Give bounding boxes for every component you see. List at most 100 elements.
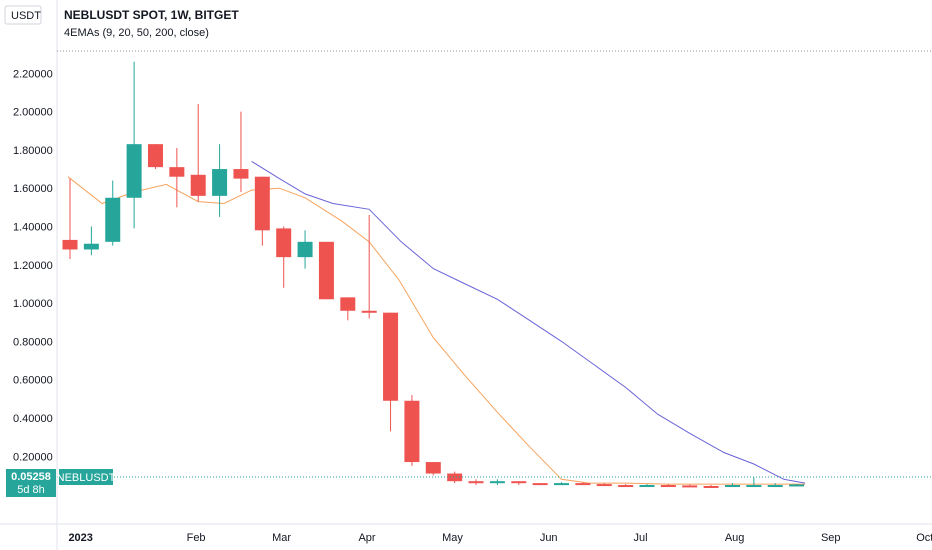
x-tick-label-9: Oct	[916, 532, 932, 544]
y-tick-label-8: 0.60000	[13, 375, 53, 387]
candle-22[interactable]	[532, 483, 548, 486]
x-tick-labels: 2023 Feb Mar Apr May Jun Jul Aug Sep Oct	[68, 532, 932, 544]
candle-body	[233, 169, 249, 179]
candle-body	[62, 239, 78, 250]
candle-31[interactable]	[724, 483, 740, 488]
candle-body	[767, 485, 783, 488]
candle-19[interactable]	[468, 479, 484, 486]
candle-1[interactable]	[83, 226, 99, 256]
candle-33[interactable]	[767, 483, 783, 488]
candle-body	[532, 483, 548, 486]
candle-28[interactable]	[660, 484, 676, 488]
candle-5[interactable]	[169, 147, 185, 208]
candle-body	[404, 400, 420, 463]
candle-17[interactable]	[425, 462, 441, 476]
candle-body	[190, 174, 206, 196]
y-tick-label-4: 1.40000	[13, 222, 53, 234]
candle-3[interactable]	[126, 61, 142, 229]
x-tick-label-8: Sep	[821, 532, 841, 544]
y-tick-label-5: 1.20000	[13, 260, 53, 272]
candle-body	[746, 485, 762, 488]
candle-7[interactable]	[212, 144, 228, 217]
candle-15[interactable]	[383, 312, 399, 432]
symbol-tag-box	[59, 469, 113, 485]
candle-body	[468, 481, 484, 484]
candle-body	[105, 197, 121, 242]
candle-14[interactable]	[361, 215, 377, 319]
candle-4[interactable]	[147, 144, 163, 170]
x-tick-label-2: Mar	[272, 532, 291, 544]
y-tick-label-9: 0.40000	[13, 413, 53, 425]
candle-10[interactable]	[276, 226, 292, 288]
candle-body	[318, 241, 334, 300]
candle-25[interactable]	[596, 483, 612, 487]
candle-body	[361, 310, 377, 313]
y-tick-label-2: 1.80000	[13, 145, 53, 157]
candle-body	[489, 481, 505, 484]
candle-24[interactable]	[575, 482, 591, 486]
candle-13[interactable]	[340, 297, 356, 321]
candle-body	[425, 462, 441, 474]
candle-18[interactable]	[447, 471, 463, 484]
candle-body	[511, 481, 527, 484]
candle-body	[618, 485, 634, 488]
candle-26[interactable]	[618, 484, 634, 488]
candle-body	[212, 169, 228, 196]
price-tag-box	[6, 469, 56, 497]
candle-16[interactable]	[404, 395, 420, 466]
candle-0[interactable]	[62, 178, 78, 260]
candle-9[interactable]	[254, 176, 270, 246]
candle-body	[340, 297, 356, 311]
candle-8[interactable]	[233, 111, 249, 193]
x-tick-label-4: May	[442, 532, 463, 544]
y-tick-label-0: 2.20000	[13, 68, 53, 80]
y-tick-labels: 2.20000 2.00000 1.80000 1.60000 1.40000 1.200…	[13, 68, 53, 463]
candle-27[interactable]	[639, 484, 655, 488]
x-tick-label-7: Aug	[725, 532, 745, 544]
candle-body	[682, 485, 698, 488]
candle-29[interactable]	[682, 484, 698, 488]
y-tick-label-1: 2.00000	[13, 107, 53, 119]
candle-body	[639, 485, 655, 488]
indicator-label[interactable]: 4EMAs (9, 20, 50, 200, close)	[64, 27, 209, 39]
y-tick-label-10: 0.20000	[13, 451, 53, 463]
candle-body	[383, 312, 399, 401]
candle-body	[575, 483, 591, 486]
candle-body	[126, 144, 142, 198]
ema-slow-line	[251, 160, 806, 484]
currency-box[interactable]	[4, 5, 42, 25]
currency-label: USDT	[11, 10, 41, 22]
price-tag-countdown: 5d 8h	[17, 484, 45, 496]
candle-23[interactable]	[554, 482, 570, 486]
candle-body	[169, 167, 185, 177]
candle-32[interactable]	[746, 477, 762, 488]
candle-body	[447, 473, 463, 482]
candle-2[interactable]	[105, 180, 121, 246]
candle-12[interactable]	[318, 241, 334, 300]
x-tick-label-1: Feb	[187, 532, 206, 544]
candle-body	[724, 485, 740, 488]
candle-30[interactable]	[703, 485, 719, 488]
candle-6[interactable]	[190, 103, 206, 202]
y-tick-label-6: 1.00000	[13, 298, 53, 310]
y-tick-label-7: 0.80000	[13, 336, 53, 348]
ema-fast-line	[67, 176, 806, 485]
x-tick-label-6: Jul	[634, 532, 648, 544]
candle-body	[596, 484, 612, 487]
candle-11[interactable]	[297, 230, 313, 269]
y-tick-label-3: 1.60000	[13, 183, 53, 195]
candle-body	[147, 144, 163, 168]
candle-34[interactable]	[789, 484, 805, 487]
symbol-tag-label: NEBLUSDT	[57, 472, 116, 484]
candle-21[interactable]	[511, 481, 527, 486]
x-tick-label-5: Jun	[540, 532, 558, 544]
price-tag-value: 0.05258	[11, 471, 51, 483]
candle-body	[660, 485, 676, 488]
candle-body	[83, 243, 99, 250]
candle-body	[254, 176, 270, 231]
x-tick-label-3: Apr	[358, 532, 375, 544]
x-tick-label-0: 2023	[68, 532, 92, 544]
candle-body	[276, 228, 292, 258]
candle-20[interactable]	[489, 479, 505, 486]
